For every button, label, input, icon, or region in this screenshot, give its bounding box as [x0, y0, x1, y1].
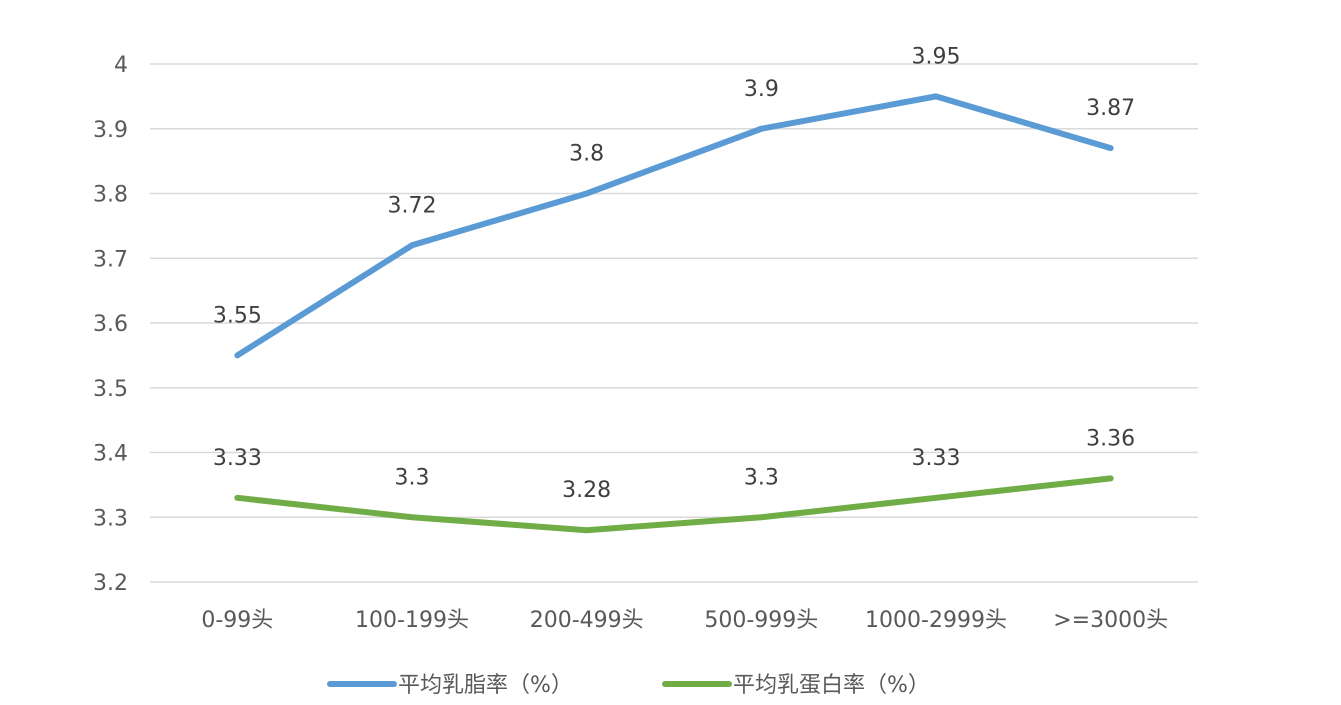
y-tick-label: 3.3 [93, 506, 128, 531]
y-tick-label: 3.7 [93, 247, 128, 272]
x-tick-label: 0-99头 [201, 608, 273, 633]
x-tick-label: 500-999头 [704, 608, 818, 633]
data-label: 3.87 [1086, 96, 1135, 121]
data-label: 3.72 [388, 193, 437, 218]
y-tick-label: 3.4 [93, 442, 128, 467]
y-tick-label: 3.2 [93, 571, 128, 596]
data-label: 3.8 [569, 142, 604, 167]
series-line-2 [234, 475, 1114, 534]
y-tick-label: 3.6 [93, 312, 128, 337]
y-axis-tick-labels: 3.2 3.3 3.4 3.5 3.6 3.7 3.8 3.9 4 [93, 53, 128, 596]
data-label: 3.95 [912, 44, 961, 69]
data-labels: 3.55 3.72 3.8 3.9 3.95 3.87 3.33 3.3 3.28 3.3 3.33… [213, 44, 1135, 503]
data-label: 3.9 [744, 77, 779, 102]
y-tick-label: 4 [114, 53, 128, 78]
x-axis-tick-labels: 0-99头 100-199头 200-499头 500-999头 1000-2999头 >… [201, 608, 1168, 633]
x-tick-label: 200-499头 [530, 608, 644, 633]
series-lines [234, 93, 1114, 534]
data-label: 3.33 [912, 446, 961, 471]
data-label: 3.33 [213, 446, 262, 471]
y-tick-label: 3.9 [93, 118, 128, 143]
legend: 平均乳脂率（%） 平均乳蛋白率（%） [327, 673, 930, 698]
data-label: 3.28 [562, 478, 611, 503]
data-label: 3.55 [213, 303, 262, 328]
gridlines [150, 63, 1198, 583]
data-label: 3.3 [744, 465, 779, 490]
legend-label: 平均乳脂率（%） [398, 673, 573, 698]
legend-label: 平均乳蛋白率（%） [733, 673, 930, 698]
x-tick-label: >=3000头 [1053, 608, 1168, 633]
y-tick-label: 3.8 [93, 183, 128, 208]
x-tick-label: 1000-2999头 [865, 608, 1007, 633]
series-line-1 [234, 93, 1114, 359]
y-tick-label: 3.5 [93, 377, 128, 402]
x-tick-label: 100-199头 [355, 608, 469, 633]
data-label: 3.3 [395, 465, 430, 490]
data-label: 3.36 [1086, 426, 1135, 451]
